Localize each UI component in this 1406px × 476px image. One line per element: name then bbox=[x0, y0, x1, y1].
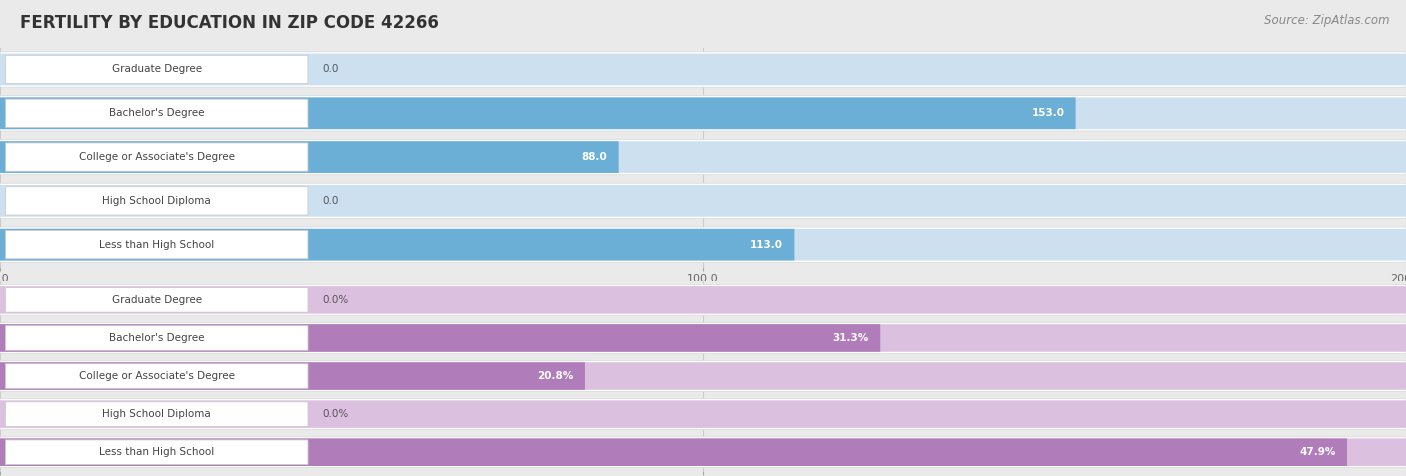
FancyBboxPatch shape bbox=[0, 324, 1406, 352]
FancyBboxPatch shape bbox=[0, 227, 1406, 262]
FancyBboxPatch shape bbox=[6, 288, 308, 312]
FancyBboxPatch shape bbox=[6, 326, 308, 350]
FancyBboxPatch shape bbox=[0, 54, 1406, 85]
Text: Less than High School: Less than High School bbox=[100, 239, 214, 250]
Text: 88.0: 88.0 bbox=[582, 152, 607, 162]
Text: High School Diploma: High School Diploma bbox=[103, 409, 211, 419]
Text: FERTILITY BY EDUCATION IN ZIP CODE 42266: FERTILITY BY EDUCATION IN ZIP CODE 42266 bbox=[20, 14, 439, 32]
Text: Source: ZipAtlas.com: Source: ZipAtlas.com bbox=[1264, 14, 1389, 27]
Text: 0.0: 0.0 bbox=[322, 64, 339, 75]
FancyBboxPatch shape bbox=[0, 286, 1406, 314]
FancyBboxPatch shape bbox=[0, 438, 1406, 466]
Text: 0.0: 0.0 bbox=[322, 196, 339, 206]
Text: 20.8%: 20.8% bbox=[537, 371, 574, 381]
FancyBboxPatch shape bbox=[6, 440, 308, 465]
FancyBboxPatch shape bbox=[6, 364, 308, 388]
Text: Less than High School: Less than High School bbox=[100, 447, 214, 457]
Text: 0.0%: 0.0% bbox=[322, 409, 349, 419]
FancyBboxPatch shape bbox=[0, 399, 1406, 429]
Text: Graduate Degree: Graduate Degree bbox=[111, 64, 202, 75]
FancyBboxPatch shape bbox=[0, 400, 1406, 428]
FancyBboxPatch shape bbox=[0, 98, 1076, 129]
Text: 0.0%: 0.0% bbox=[322, 295, 349, 305]
FancyBboxPatch shape bbox=[0, 183, 1406, 218]
FancyBboxPatch shape bbox=[6, 402, 308, 426]
Text: 31.3%: 31.3% bbox=[832, 333, 869, 343]
FancyBboxPatch shape bbox=[6, 230, 308, 259]
FancyBboxPatch shape bbox=[0, 324, 880, 352]
FancyBboxPatch shape bbox=[0, 285, 1406, 315]
FancyBboxPatch shape bbox=[0, 438, 1347, 466]
FancyBboxPatch shape bbox=[0, 141, 1406, 173]
FancyBboxPatch shape bbox=[0, 229, 794, 260]
Text: 113.0: 113.0 bbox=[751, 239, 783, 250]
FancyBboxPatch shape bbox=[6, 187, 308, 215]
FancyBboxPatch shape bbox=[0, 362, 585, 390]
Text: Bachelor's Degree: Bachelor's Degree bbox=[110, 333, 204, 343]
FancyBboxPatch shape bbox=[0, 361, 1406, 391]
Text: Graduate Degree: Graduate Degree bbox=[111, 295, 202, 305]
Text: 47.9%: 47.9% bbox=[1299, 447, 1336, 457]
FancyBboxPatch shape bbox=[0, 98, 1406, 129]
FancyBboxPatch shape bbox=[0, 185, 1406, 217]
FancyBboxPatch shape bbox=[0, 141, 619, 173]
FancyBboxPatch shape bbox=[0, 139, 1406, 175]
FancyBboxPatch shape bbox=[0, 96, 1406, 131]
FancyBboxPatch shape bbox=[0, 323, 1406, 353]
Text: College or Associate's Degree: College or Associate's Degree bbox=[79, 371, 235, 381]
FancyBboxPatch shape bbox=[6, 143, 308, 171]
FancyBboxPatch shape bbox=[0, 52, 1406, 87]
FancyBboxPatch shape bbox=[0, 229, 1406, 260]
Text: College or Associate's Degree: College or Associate's Degree bbox=[79, 152, 235, 162]
FancyBboxPatch shape bbox=[0, 437, 1406, 467]
FancyBboxPatch shape bbox=[0, 362, 1406, 390]
Text: Bachelor's Degree: Bachelor's Degree bbox=[110, 108, 204, 119]
FancyBboxPatch shape bbox=[6, 99, 308, 128]
Text: 153.0: 153.0 bbox=[1032, 108, 1064, 119]
FancyBboxPatch shape bbox=[6, 55, 308, 84]
Text: High School Diploma: High School Diploma bbox=[103, 196, 211, 206]
